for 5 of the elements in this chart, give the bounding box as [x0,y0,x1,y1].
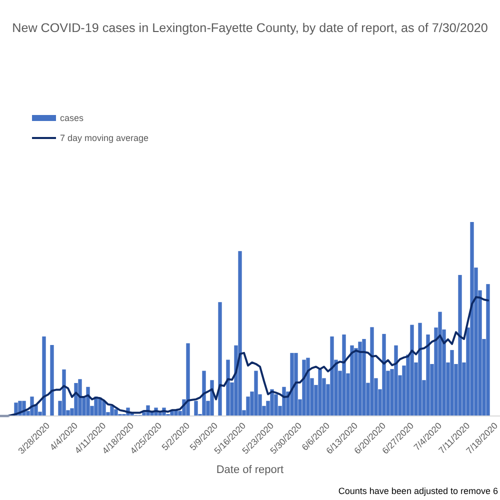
x-axis-title: Date of report [216,464,284,476]
legend-label: cases [60,113,84,124]
legend-label: 7 day moving average [60,133,149,144]
chart-title: New COVID-19 cases in Lexington-Fayette County, by date of report, as of 7/30/2020 [12,21,488,35]
text: Counts have been adjusted to remove 6 [338,486,498,496]
